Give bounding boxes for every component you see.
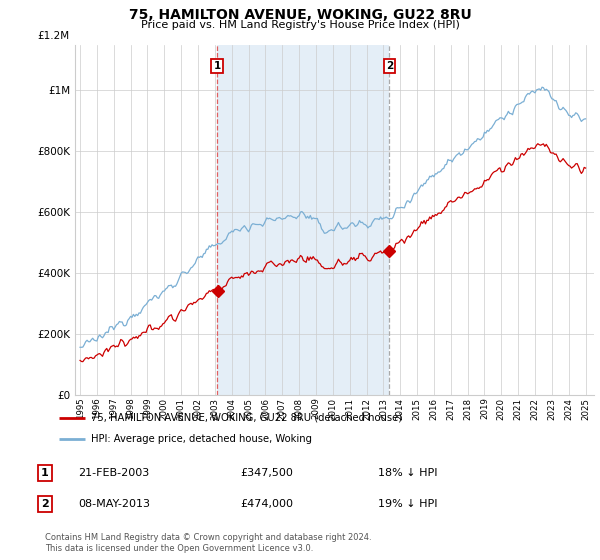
Text: Contains HM Land Registry data © Crown copyright and database right 2024.
This d: Contains HM Land Registry data © Crown c… — [45, 533, 371, 553]
Text: 18% ↓ HPI: 18% ↓ HPI — [378, 468, 437, 478]
Text: 2: 2 — [41, 499, 49, 509]
Text: 1: 1 — [214, 61, 221, 71]
Bar — [217, 45, 389, 395]
Text: 19% ↓ HPI: 19% ↓ HPI — [378, 499, 437, 509]
Text: 08-MAY-2013: 08-MAY-2013 — [78, 499, 150, 509]
Text: 21-FEB-2003: 21-FEB-2003 — [78, 468, 149, 478]
Text: 2: 2 — [386, 61, 393, 71]
Text: HPI: Average price, detached house, Woking: HPI: Average price, detached house, Woki… — [91, 434, 312, 444]
Text: 75, HAMILTON AVENUE, WOKING, GU22 8RU: 75, HAMILTON AVENUE, WOKING, GU22 8RU — [128, 8, 472, 22]
Text: 75, HAMILTON AVENUE, WOKING, GU22 8RU (detached house): 75, HAMILTON AVENUE, WOKING, GU22 8RU (d… — [91, 413, 403, 423]
Text: Price paid vs. HM Land Registry's House Price Index (HPI): Price paid vs. HM Land Registry's House … — [140, 20, 460, 30]
Text: 1: 1 — [41, 468, 49, 478]
Text: £1.2M: £1.2M — [38, 31, 70, 41]
Text: £474,000: £474,000 — [240, 499, 293, 509]
Text: £347,500: £347,500 — [240, 468, 293, 478]
